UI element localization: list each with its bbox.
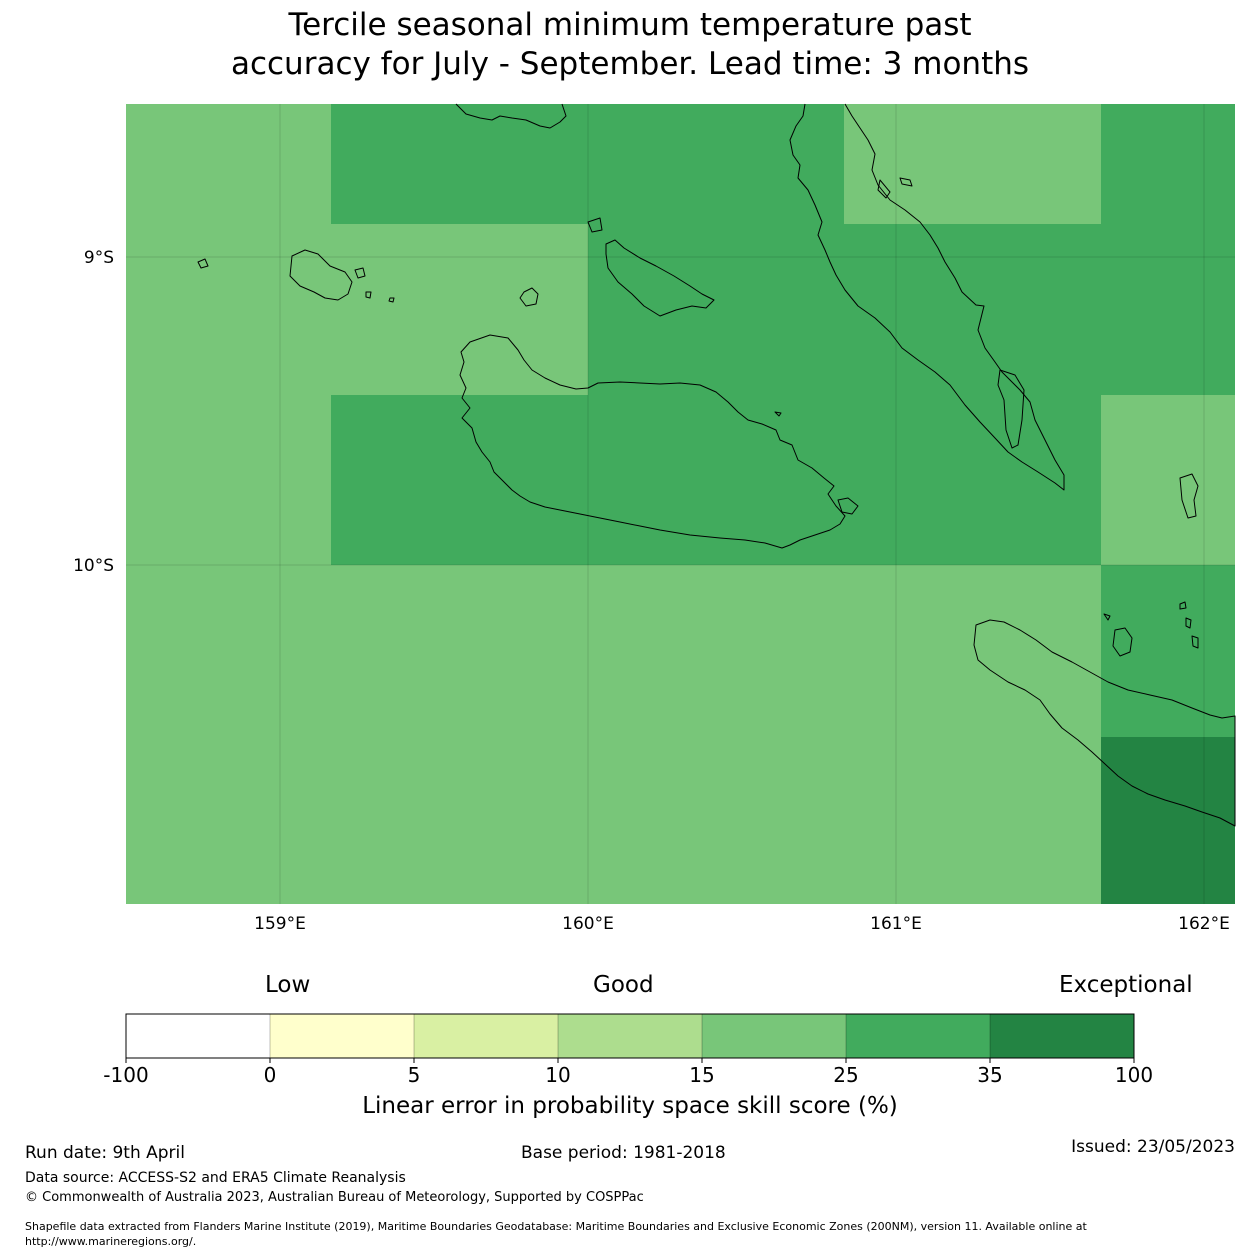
russell-islands <box>197 249 395 303</box>
colorbar-tick-label: 35 <box>977 1063 1003 1087</box>
colorbar-swatch <box>990 1014 1134 1058</box>
lat-tick-label: 9°S <box>84 248 114 268</box>
legend-category-low: Low <box>265 972 311 998</box>
coastlines <box>197 103 1236 827</box>
grid-cell <box>331 104 844 224</box>
colorbar-tick-label: 25 <box>833 1063 859 1087</box>
nggela-islands <box>587 217 715 317</box>
title-line-2: accuracy for July - September. Lead time… <box>230 46 1030 82</box>
grid-cell <box>1101 565 1235 737</box>
map-title: Tercile seasonal minimum temperature pas… <box>0 6 1260 84</box>
colorbar-tick-label: 10 <box>545 1063 571 1087</box>
guadalcanal-coastline <box>459 334 846 549</box>
axis-labels: 159°E 160°E 161°E 162°E 9°S 10°S <box>73 248 1230 934</box>
grid-cell <box>331 395 1101 565</box>
florida-islands-north <box>455 103 567 129</box>
lon-tick-label: 159°E <box>254 914 306 934</box>
legend-category-good: Good <box>593 972 654 998</box>
colorbar <box>125 1013 1135 1063</box>
legend-category-exceptional: Exceptional <box>1059 972 1193 998</box>
guadalcanal-east-islet <box>837 497 859 515</box>
base-period: Base period: 1981-2018 <box>521 1143 726 1163</box>
grid-cell <box>1101 737 1235 904</box>
malaita-inner-lagoon <box>997 369 1025 449</box>
colorbar-tick-label: 15 <box>689 1063 715 1087</box>
makira-coastline <box>973 619 1236 827</box>
lon-tick-label: 162°E <box>1178 914 1230 934</box>
colorbar-swatch <box>414 1014 558 1058</box>
lon-tick-label: 161°E <box>870 914 922 934</box>
colorbar-tick-label: 100 <box>1114 1063 1154 1087</box>
colorbar-label: Linear error in probability space skill … <box>362 1093 898 1119</box>
colorbar-swatch <box>846 1014 990 1058</box>
colorbar-swatch <box>126 1014 270 1058</box>
colorbar-tick-label: 0 <box>263 1063 277 1087</box>
colorbar-swatch <box>702 1014 846 1058</box>
run-date: Run date: 9th April <box>25 1143 185 1163</box>
copyright: © Commonwealth of Australia 2023, Austra… <box>25 1190 644 1205</box>
shapefile-credit-line-2: http://www.marineregions.org/. <box>25 1235 197 1248</box>
colorbar-swatch <box>558 1014 702 1058</box>
colorbar-outline <box>125 1013 1135 1059</box>
lon-tick-label: 160°E <box>562 914 614 934</box>
ngella-small-islets <box>877 177 913 199</box>
colorbar-tick-label: 5 <box>407 1063 421 1087</box>
colorbar-swatch <box>270 1014 414 1058</box>
title-line-1: Tercile seasonal minimum temperature pas… <box>288 7 972 43</box>
ulawa-island <box>1179 473 1199 519</box>
data-source: Data source: ACCESS-S2 and ERA5 Climate … <box>25 1170 406 1186</box>
lat-tick-label: 10°S <box>73 556 114 576</box>
colorbar-tick-label: -100 <box>103 1063 149 1087</box>
grid-cell <box>1101 104 1235 224</box>
shapefile-credit-line-1: Shapefile data extracted from Flanders M… <box>25 1220 1087 1233</box>
skill-grid-cells <box>126 104 1235 904</box>
ugi-and-small-islands <box>774 411 1199 657</box>
graticule <box>126 104 1235 904</box>
savo-island <box>519 287 539 307</box>
issued-date: Issued: 23/05/2023 <box>1071 1137 1235 1157</box>
grid-cell <box>588 224 1235 395</box>
malaita-coastline <box>789 103 1065 491</box>
